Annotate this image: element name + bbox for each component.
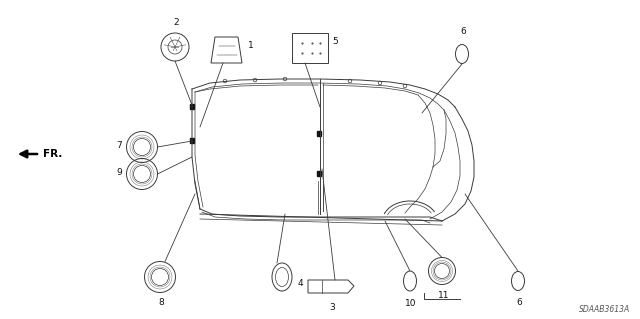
Bar — [317, 172, 321, 176]
Text: 6: 6 — [460, 27, 466, 36]
Text: 4: 4 — [298, 278, 303, 287]
Bar — [317, 131, 321, 137]
Text: SDAAB3613A: SDAAB3613A — [579, 305, 630, 314]
Text: 7: 7 — [116, 142, 122, 151]
Bar — [292, 33, 328, 63]
Text: 8: 8 — [158, 298, 164, 307]
Text: 6: 6 — [516, 298, 522, 307]
Text: FR.: FR. — [43, 149, 62, 159]
Bar — [190, 138, 194, 144]
Bar — [190, 105, 194, 109]
Text: 5: 5 — [332, 38, 338, 47]
Text: 1: 1 — [248, 41, 253, 50]
Text: 11: 11 — [438, 291, 450, 300]
Text: 10: 10 — [405, 299, 417, 308]
Text: 9: 9 — [116, 168, 122, 177]
Text: 2: 2 — [173, 18, 179, 27]
Text: 3: 3 — [329, 303, 335, 312]
